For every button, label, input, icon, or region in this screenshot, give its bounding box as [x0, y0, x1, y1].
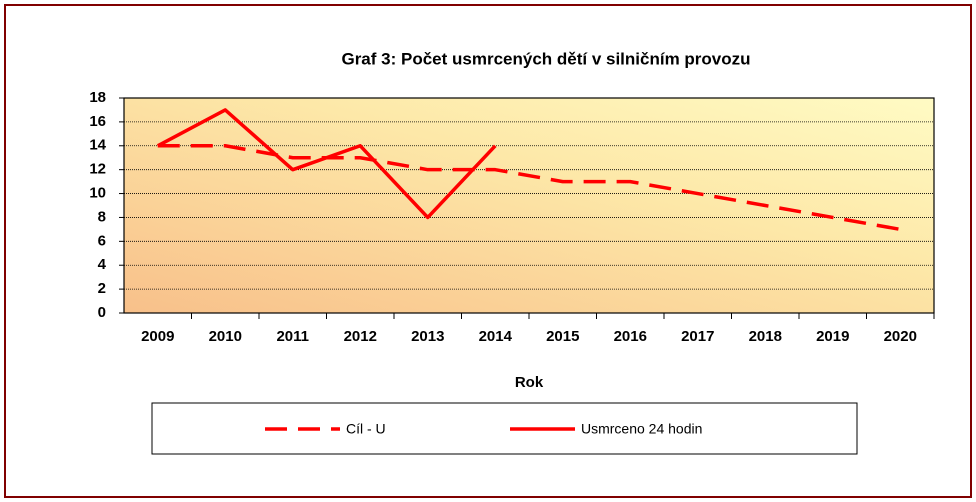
legend-label: Cíl - U: [346, 421, 386, 437]
plot-area: [124, 98, 934, 313]
x-tick-label: 2011: [276, 328, 309, 345]
x-tick-label: 2017: [681, 328, 714, 345]
y-tick-label: 10: [89, 185, 106, 202]
y-tick-label: 16: [89, 113, 106, 130]
series-line: [156, 108, 497, 220]
x-axis-title: Rok: [515, 374, 544, 391]
x-tick-label: 2015: [546, 328, 579, 345]
chart-title: Graf 3: Počet usmrcených dětí v silniční…: [341, 49, 750, 68]
x-tick-label: 2010: [209, 328, 242, 345]
legend-label: Usmrceno 24 hodin: [581, 421, 702, 437]
y-tick-label: 14: [89, 137, 106, 154]
x-tick-label: 2016: [614, 328, 647, 345]
y-tick-label: 12: [89, 161, 106, 178]
x-tick-label: 2009: [141, 328, 174, 345]
y-tick-label: 8: [98, 208, 106, 225]
y-tick-label: 18: [89, 89, 106, 106]
x-tick-label: 2012: [344, 328, 377, 345]
y-tick-label: 4: [98, 256, 107, 273]
series-line: [157, 144, 901, 232]
x-tick-label: 2018: [749, 328, 782, 345]
legend: [151, 402, 858, 455]
y-tick-label: 0: [98, 304, 106, 321]
x-tick-label: 2020: [884, 328, 917, 345]
y-tick-label: 2: [98, 280, 106, 297]
x-tick-label: 2019: [816, 328, 849, 345]
x-tick-label: 2014: [479, 328, 513, 345]
y-tick-label: 6: [98, 232, 106, 249]
x-tick-label: 2013: [411, 328, 444, 345]
